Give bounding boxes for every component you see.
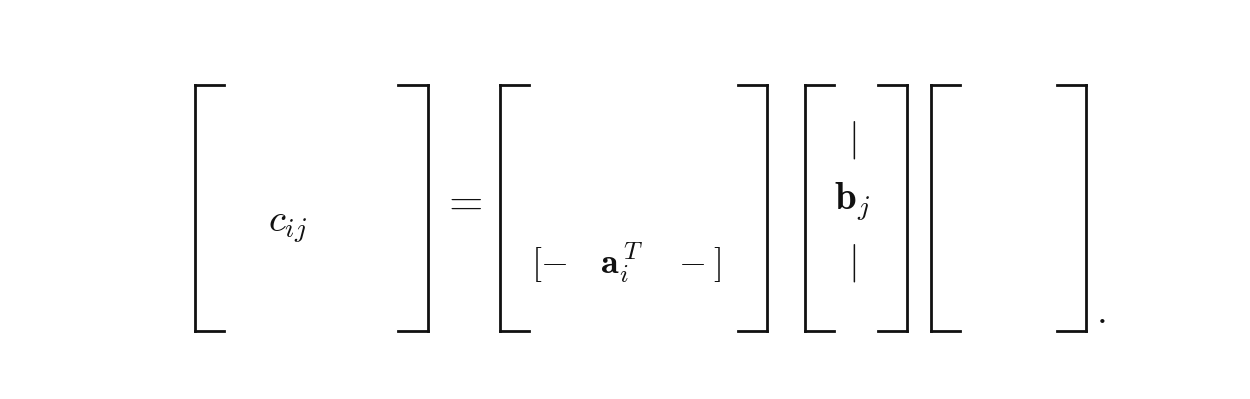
Text: $=$: $=$ (440, 180, 483, 223)
Text: $|$: $|$ (848, 119, 856, 161)
Text: $|$: $|$ (848, 242, 856, 284)
Text: $[-\quad \mathbf{a}_i^{\,T}\quad -]$: $[-\quad \mathbf{a}_i^{\,T}\quad -]$ (531, 241, 721, 285)
Text: $\mathbf{b}_j$: $\mathbf{b}_j$ (834, 180, 870, 223)
Text: $.$: $.$ (1096, 294, 1105, 331)
Text: $c_{ij}$: $c_{ij}$ (268, 207, 306, 245)
